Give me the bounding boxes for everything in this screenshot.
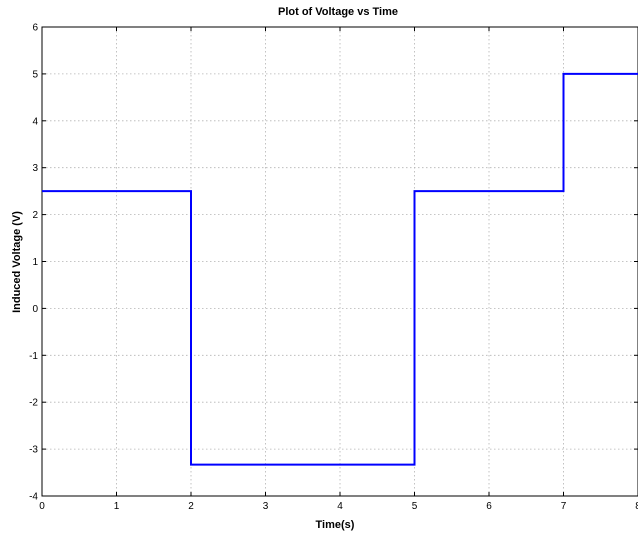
x-axis-label: Time(s)	[316, 519, 355, 531]
y-tick-label: -4	[29, 492, 38, 503]
y-tick-label: 4	[32, 116, 38, 127]
chart-title: Plot of Voltage vs Time	[278, 6, 398, 18]
x-tick-label: 7	[561, 501, 567, 512]
y-axis: -4 -3 -2 -1 0 1 2 3 4 5 6	[29, 23, 638, 503]
x-tick-label: 0	[39, 501, 45, 512]
x-tick-label: 3	[263, 501, 269, 512]
x-axis: 0 1 2 3 4 5 6 7 8	[39, 27, 638, 512]
y-tick-label: -1	[29, 351, 38, 362]
series-group	[42, 72, 638, 466]
y-tick-label: 0	[32, 304, 38, 315]
x-tick-label: 5	[412, 501, 418, 512]
x-tick-label: 4	[337, 501, 343, 512]
y-tick-label: 2	[32, 210, 38, 221]
y-tick-label: -2	[29, 398, 38, 409]
y-tick-label: 1	[32, 257, 38, 268]
x-tick-label: 6	[486, 501, 492, 512]
y-tick-label: 3	[32, 163, 38, 174]
y-axis-label: Induced Voltage (V)	[11, 211, 23, 313]
y-tick-label: -3	[29, 445, 38, 456]
x-tick-label: 2	[188, 501, 194, 512]
y-tick-label: 6	[32, 23, 38, 34]
x-tick-label: 1	[114, 501, 120, 512]
y-tick-label: 5	[32, 69, 38, 80]
grid	[42, 27, 638, 496]
series-line	[42, 72, 638, 466]
x-tick-label: 8	[635, 501, 638, 512]
